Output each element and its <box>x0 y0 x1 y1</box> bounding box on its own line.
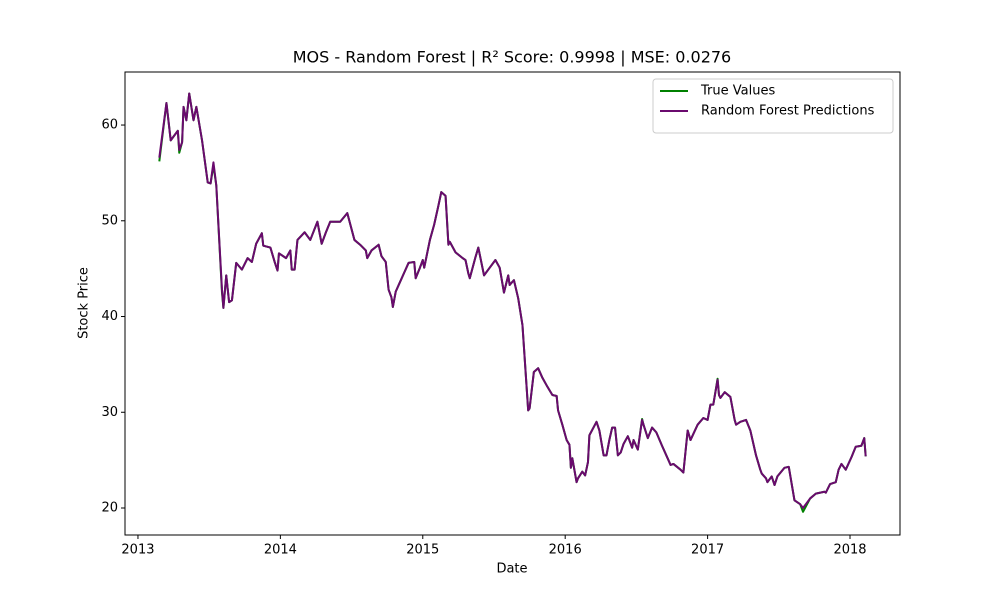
x-tick-label: 2015 <box>406 543 439 558</box>
chart-title: MOS - Random Forest | R² Score: 0.9998 |… <box>293 48 731 67</box>
legend-box <box>652 78 894 134</box>
x-tick-label: 2016 <box>549 543 582 558</box>
series-line <box>158 92 867 513</box>
series-line <box>158 92 867 509</box>
x-tick-label: 2014 <box>264 543 297 558</box>
y-tick-label: 40 <box>101 309 118 324</box>
y-tick-label: 50 <box>101 213 118 228</box>
plot-frame <box>124 71 901 536</box>
y-axis-label: Stock Price <box>77 267 92 339</box>
y-tick-label: 20 <box>101 501 118 516</box>
y-tick-label: 30 <box>101 405 118 420</box>
x-tick-label: 2018 <box>833 543 866 558</box>
x-tick-label: 2017 <box>691 543 724 558</box>
legend-label: Random Forest Predictions <box>701 104 875 119</box>
legend-label: True Values <box>700 84 775 99</box>
y-tick-label: 60 <box>101 118 118 133</box>
x-tick-label: 2013 <box>121 543 154 558</box>
x-axis-label: Date <box>496 562 527 577</box>
